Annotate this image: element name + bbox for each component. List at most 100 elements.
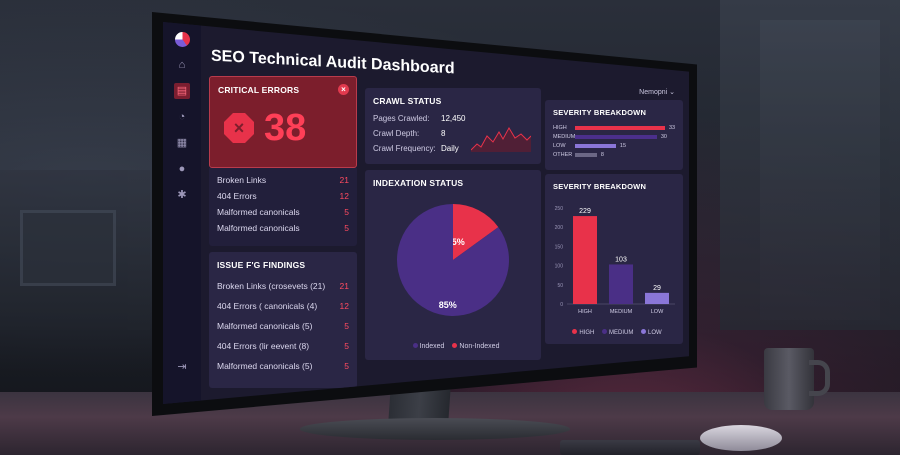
severity-row: MEDIUM 30: [545, 132, 683, 141]
legend-label: HIGH: [579, 330, 595, 336]
severity-value: 33: [669, 124, 676, 131]
critical-errors-card: CRITICAL ERRORS × × 38: [209, 76, 357, 168]
crawl-value: 8: [441, 129, 446, 138]
list-item[interactable]: Malformed canonicals 5: [209, 220, 357, 236]
item-count: 5: [344, 223, 349, 233]
severity-label: OTHER: [553, 151, 573, 158]
y-tick-label: 250: [555, 206, 564, 212]
speedometer-icon[interactable]: ◔: [178, 111, 186, 123]
crawl-status-title: CRAWL STATUS: [373, 96, 442, 106]
legend-label: Non-Indexed: [459, 343, 500, 350]
critical-errors-title: CRITICAL ERRORS: [218, 85, 300, 95]
x-tick-label: HIGH: [578, 309, 592, 315]
gear-icon[interactable]: ✱: [177, 189, 187, 201]
logout-icon[interactable]: ⇥: [177, 361, 187, 373]
list-item[interactable]: Malformed canonicals (5) 5: [209, 316, 357, 336]
user-menu[interactable]: Nemopni ⌄: [639, 89, 675, 96]
item-label: Malformed canonicals: [217, 207, 300, 217]
item-count: 21: [339, 281, 349, 291]
severity-value: 30: [660, 133, 667, 140]
list-item[interactable]: 404 Errors 12: [209, 188, 357, 204]
severity-breakdown-card: SEVERITY BREAKDOWN HIGH 33 MEDIUM 30 LOW 15 OT…: [545, 100, 683, 170]
item-count: 5: [344, 341, 349, 351]
list-item[interactable]: Malformed canonicals 5: [209, 204, 357, 220]
item-label: 404 Errors ( canonicals (4): [217, 301, 318, 311]
x-tick-label: LOW: [651, 309, 664, 315]
severity-row: OTHER 8: [545, 150, 683, 159]
report-icon[interactable]: ▤: [174, 83, 190, 99]
user-icon[interactable]: ●: [178, 163, 186, 175]
y-tick-label: 0: [560, 302, 563, 308]
item-count: 5: [344, 361, 349, 371]
list-item[interactable]: Broken Links (crosevets (21) 21: [209, 276, 357, 296]
window: [720, 0, 900, 330]
indexation-pie-chart: 15% 85%: [397, 204, 509, 316]
y-tick-label: 150: [555, 244, 564, 250]
legend-swatch-indexed: [412, 343, 418, 348]
severity-legend: HIGH MEDIUM LOW: [545, 329, 683, 336]
crawl-key: Pages Crawled:: [373, 114, 430, 123]
list-item[interactable]: Broken Links 21: [209, 172, 357, 188]
close-icon[interactable]: ×: [338, 84, 349, 95]
item-label: Broken Links (crosevets (21): [217, 281, 326, 291]
item-count: 12: [339, 301, 349, 311]
bar-medium[interactable]: [609, 264, 633, 304]
item-count: 5: [344, 321, 349, 331]
bar-value-label: 103: [615, 256, 627, 263]
main-content: SEO Technical Audit Dashboard Nemopni ⌄ …: [201, 22, 689, 404]
crawl-status-card: CRAWL STATUS Pages Crawled: 12,450 Crawl …: [365, 88, 541, 164]
indexation-status-card: INDEXATION STATUS 15% 85% Indexed Non-Ind…: [365, 170, 541, 360]
item-label: Malformed canonicals (5): [217, 361, 313, 371]
crawl-value: Daily: [441, 144, 459, 153]
severity-bar-chart: 0 50 100 150 200 250 229 HIGH 103 MEDIUM 29 LOW: [555, 206, 675, 315]
x-tick-label: MEDIUM: [610, 309, 633, 315]
legend-label: Indexed: [419, 343, 445, 350]
critical-error-count: 38: [264, 107, 307, 149]
severity-label: HIGH: [553, 124, 567, 131]
pie-slice-non-indexed[interactable]: [453, 204, 499, 260]
severity-label: MEDIUM: [553, 133, 576, 140]
pie-label: 85%: [439, 300, 457, 310]
monitor-screen: ⌂ ▤ ◔ ▦ ● ✱ ⇥ SEO Technical Audit Dashbo…: [163, 22, 689, 404]
keyboard: [560, 440, 700, 455]
list-item[interactable]: 404 Errors (lir eevent (8) 5: [209, 336, 357, 356]
page-title: SEO Technical Audit Dashboard: [211, 47, 455, 78]
y-tick-label: 50: [557, 283, 563, 289]
list-item[interactable]: 404 Errors ( canonicals (4) 12: [209, 296, 357, 316]
severity-bar: [575, 134, 657, 139]
legend-swatch-low: [641, 329, 646, 334]
mouse: [700, 425, 782, 451]
crawl-sparkline: [471, 126, 531, 152]
severity-breakdown-title: SEVERITY BREAKDOWN: [553, 108, 647, 117]
severity-value: 8: [600, 151, 604, 158]
item-count: 21: [339, 175, 349, 185]
bar-value-label: 29: [653, 285, 661, 292]
home-icon[interactable]: ⌂: [178, 59, 186, 71]
list-item[interactable]: Malformed canonicals (5) 5: [209, 356, 357, 376]
legend-label: MEDIUM: [608, 330, 634, 336]
issue-findings-card: ISSUE F'G FINDINGS Broken Links (croseve…: [209, 252, 357, 388]
bar-high[interactable]: [573, 216, 597, 304]
item-label: Broken Links: [217, 175, 267, 185]
crawl-row: Crawl Frequency: Daily: [373, 144, 533, 153]
severity-label: LOW: [553, 142, 566, 149]
crawl-row: Crawl Depth: 8: [373, 129, 533, 138]
pie-label: 15%: [447, 237, 465, 247]
error-octagon-icon: ×: [224, 113, 254, 143]
bar-low[interactable]: [645, 292, 669, 304]
y-tick-label: 100: [555, 264, 564, 270]
crawl-key: Crawl Depth:: [373, 129, 420, 138]
item-label: 404 Errors: [217, 191, 257, 201]
logo: [174, 32, 190, 47]
calendar-icon[interactable]: ▦: [176, 137, 188, 149]
crawl-row: Pages Crawled: 12,450: [373, 114, 533, 123]
legend-label: LOW: [648, 330, 662, 336]
severity-row: HIGH 33: [545, 123, 683, 132]
item-label: Malformed canonicals: [217, 223, 300, 233]
item-count: 12: [339, 191, 349, 201]
pie-slice-indexed[interactable]: [397, 204, 509, 316]
issue-findings-title: ISSUE F'G FINDINGS: [217, 260, 306, 270]
critical-error-list: Broken Links 21 404 Errors 12 Malformed ca…: [209, 168, 357, 246]
item-label: 404 Errors (lir eevent (8): [217, 341, 310, 351]
shelf: [0, 170, 150, 330]
